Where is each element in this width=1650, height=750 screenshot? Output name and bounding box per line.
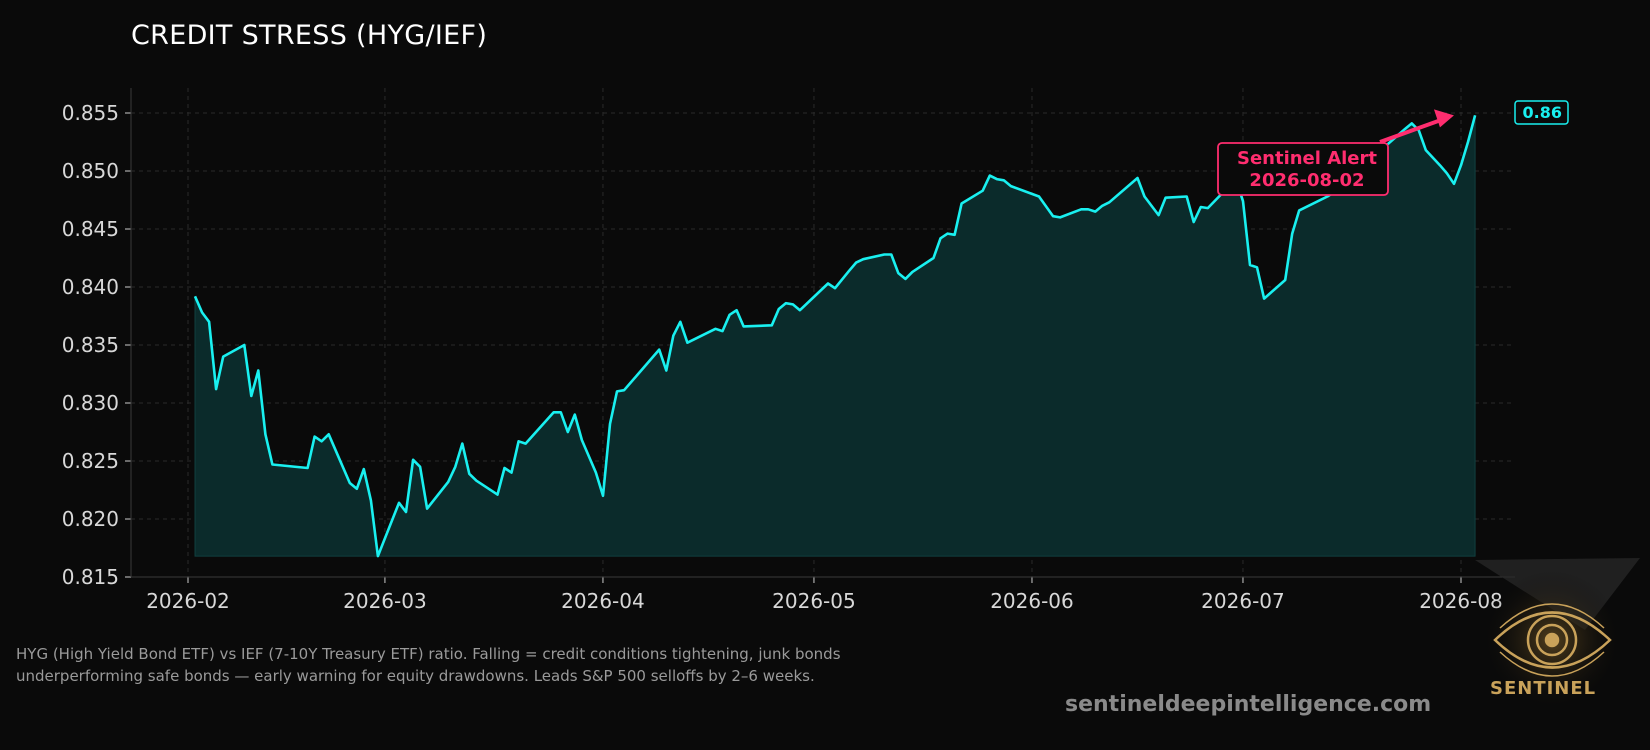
x-tick-label: 2026-02	[146, 589, 230, 613]
chart-caption: HYG (High Yield Bond ETF) vs IEF (7-10Y …	[16, 645, 841, 685]
x-tick-label: 2026-04	[561, 589, 645, 613]
website-link[interactable]: sentineldeepintelligence.com	[1065, 692, 1432, 717]
y-tick-label: 0.850	[62, 159, 119, 183]
last-value-label: 0.86	[1523, 103, 1562, 122]
y-tick-label: 0.840	[62, 275, 119, 299]
last-value-badge	[1514, 100, 1569, 125]
x-tick-label: 2026-05	[772, 589, 856, 613]
y-tick-label: 0.825	[62, 449, 119, 473]
x-tick-label: 2026-08	[1419, 589, 1503, 613]
axes: 0.815 0.820 0.825 0.830 0.835 0.840 0.845 0.850…	[62, 88, 1515, 613]
annotation-title: Sentinel Alert	[1237, 148, 1377, 169]
x-tick-label: 2026-07	[1201, 589, 1285, 613]
eye-icon	[1493, 603, 1612, 677]
y-tick-label: 0.855	[62, 101, 119, 125]
y-tick-label: 0.835	[62, 333, 119, 357]
annotation-arrowhead-icon	[1433, 109, 1454, 128]
y-tick-label: 0.815	[62, 565, 119, 589]
annotation-arrow-shaft	[1379, 118, 1441, 144]
annotation-date: 2026-08-02	[1249, 170, 1364, 191]
x-tick-label: 2026-06	[990, 589, 1074, 613]
series-line-layer	[193, 114, 1477, 558]
chart-title: CREDIT STRESS (HYG/IEF)	[131, 20, 488, 51]
x-tick-label: 2026-03	[343, 589, 427, 613]
annotation-box	[1217, 142, 1389, 196]
y-tick-label: 0.820	[62, 507, 119, 531]
series-line	[193, 114, 1477, 558]
y-tick-label: 0.845	[62, 217, 119, 241]
logo-wordmark: SENTINEL	[1490, 678, 1597, 699]
sentinel-logo	[1475, 558, 1640, 710]
y-tick-label: 0.830	[62, 391, 119, 415]
